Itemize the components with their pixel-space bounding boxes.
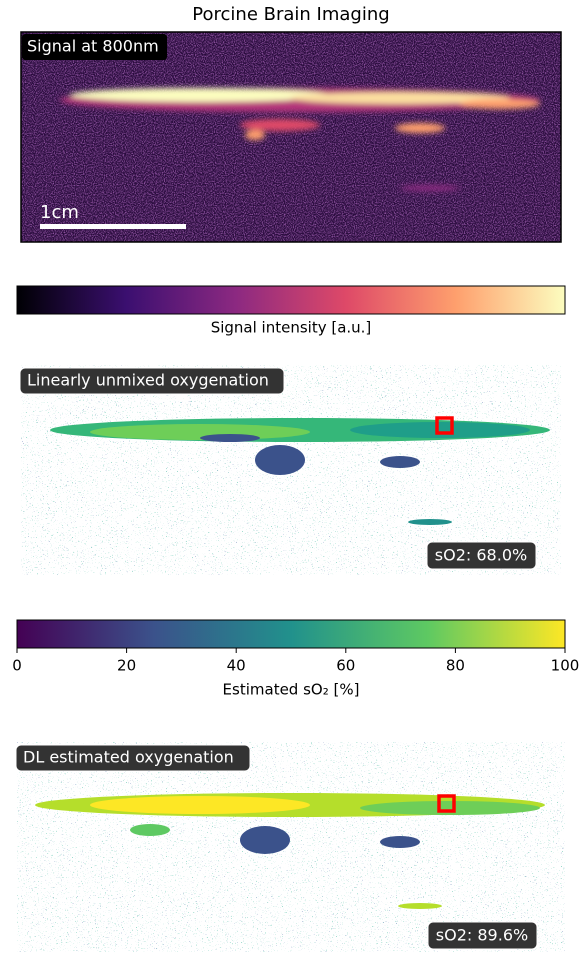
- colorbar: [16, 285, 566, 315]
- x-tick-label: 100: [551, 657, 580, 675]
- x-tick-label: 0: [12, 657, 22, 675]
- panel-label: Signal at 800nm: [27, 37, 159, 56]
- colorbar-label: Estimated sO₂ [%]: [223, 681, 360, 699]
- colorbar-label: Signal intensity [a.u.]: [211, 319, 372, 337]
- annotation: sO2: 89.6%: [436, 926, 528, 945]
- x-tick-label: 60: [336, 657, 355, 675]
- panel-label: Linearly unmixed oxygenation: [27, 371, 269, 390]
- x-tick-label: 40: [227, 657, 246, 675]
- x-tick-label: 80: [446, 657, 465, 675]
- dl-image: DL estimated oxygenation sO2: 89.6%: [15, 742, 565, 952]
- unmixed-image: Linearly unmixed oxygenation sO2: 68.0%: [19, 365, 561, 575]
- scale-bar-label: 1cm: [40, 202, 79, 223]
- x-tick-label: 20: [117, 657, 136, 675]
- colorbar: [16, 619, 566, 649]
- signal-image: Signal at 800nm 1cm: [20, 31, 562, 243]
- colorbar-axis: 0 20 40 60 80 100: [12, 648, 579, 675]
- figure-title: Porcine Brain Imaging: [192, 4, 389, 25]
- panel-label: DL estimated oxygenation: [23, 748, 234, 767]
- annotation: sO2: 68.0%: [435, 546, 527, 565]
